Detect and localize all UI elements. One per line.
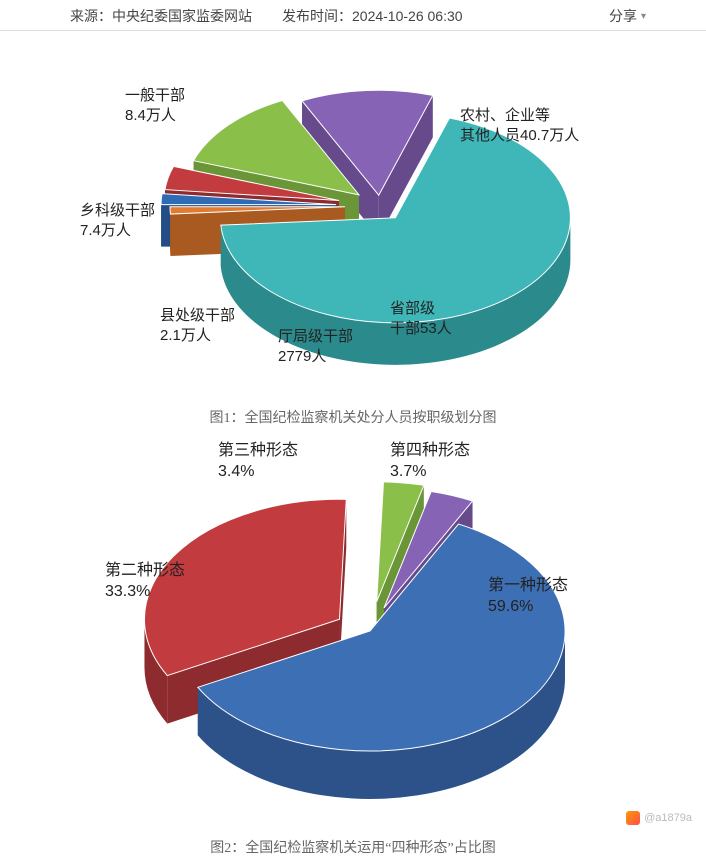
chart-2-caption: 图2：全国纪检监察机关运用“四种形态”占比图 [0, 837, 706, 857]
chevron-down-icon: ▾ [641, 11, 646, 22]
slice-label: 第一种形态59.6% [488, 576, 568, 618]
slice-label: 一般干部8.4万人 [125, 86, 185, 125]
meta-bar: 来源：中央纪委国家监委网站 发布时间：2024-10-26 06:30 分享 ▾ [0, 0, 706, 31]
slice-label: 厅局级干部2779人 [278, 327, 353, 366]
publish-time: 发布时间：2024-10-26 06:30 [282, 6, 463, 26]
slice-label: 第二种形态33.3% [105, 561, 185, 603]
source: 来源：中央纪委国家监委网站 [70, 6, 252, 26]
slice-label: 第四种形态3.7% [390, 441, 470, 483]
share-button[interactable]: 分享 ▾ [609, 6, 646, 26]
chart-1-caption: 图1：全国纪检监察机关处分人员按职级划分图 [0, 407, 706, 427]
slice-label: 乡科级干部7.4万人 [80, 201, 155, 240]
slice-label: 农村、企业等其他人员40.7万人 [460, 106, 579, 145]
source-label: 来源： [70, 8, 112, 24]
chart-1-wrap: 农村、企业等其他人员40.7万人省部级干部53人厅局级干部2779人 县处级干部2… [0, 31, 706, 401]
watermark-text: @a1879a [644, 812, 692, 824]
slice-label: 第三种形态3.4% [218, 441, 298, 483]
time-value: 2024-10-26 06:30 [352, 8, 463, 24]
chart-2-wrap: 第一种形态59.6% 第二种形态33.3% 第三种形态3.4% 第四种形态3.7% @… [0, 431, 706, 831]
share-label: 分享 [609, 6, 637, 26]
page: 来源：中央纪委国家监委网站 发布时间：2024-10-26 06:30 分享 ▾… [0, 0, 706, 857]
time-label: 发布时间： [282, 8, 352, 24]
slice-label: 省部级干部53人 [390, 299, 452, 338]
source-value: 中央纪委国家监委网站 [112, 8, 252, 24]
chart-2-pie [0, 431, 706, 826]
watermark: @a1879a [626, 811, 692, 825]
slice-label: 县处级干部2.1万人 [160, 306, 235, 345]
weibo-icon [626, 811, 640, 825]
